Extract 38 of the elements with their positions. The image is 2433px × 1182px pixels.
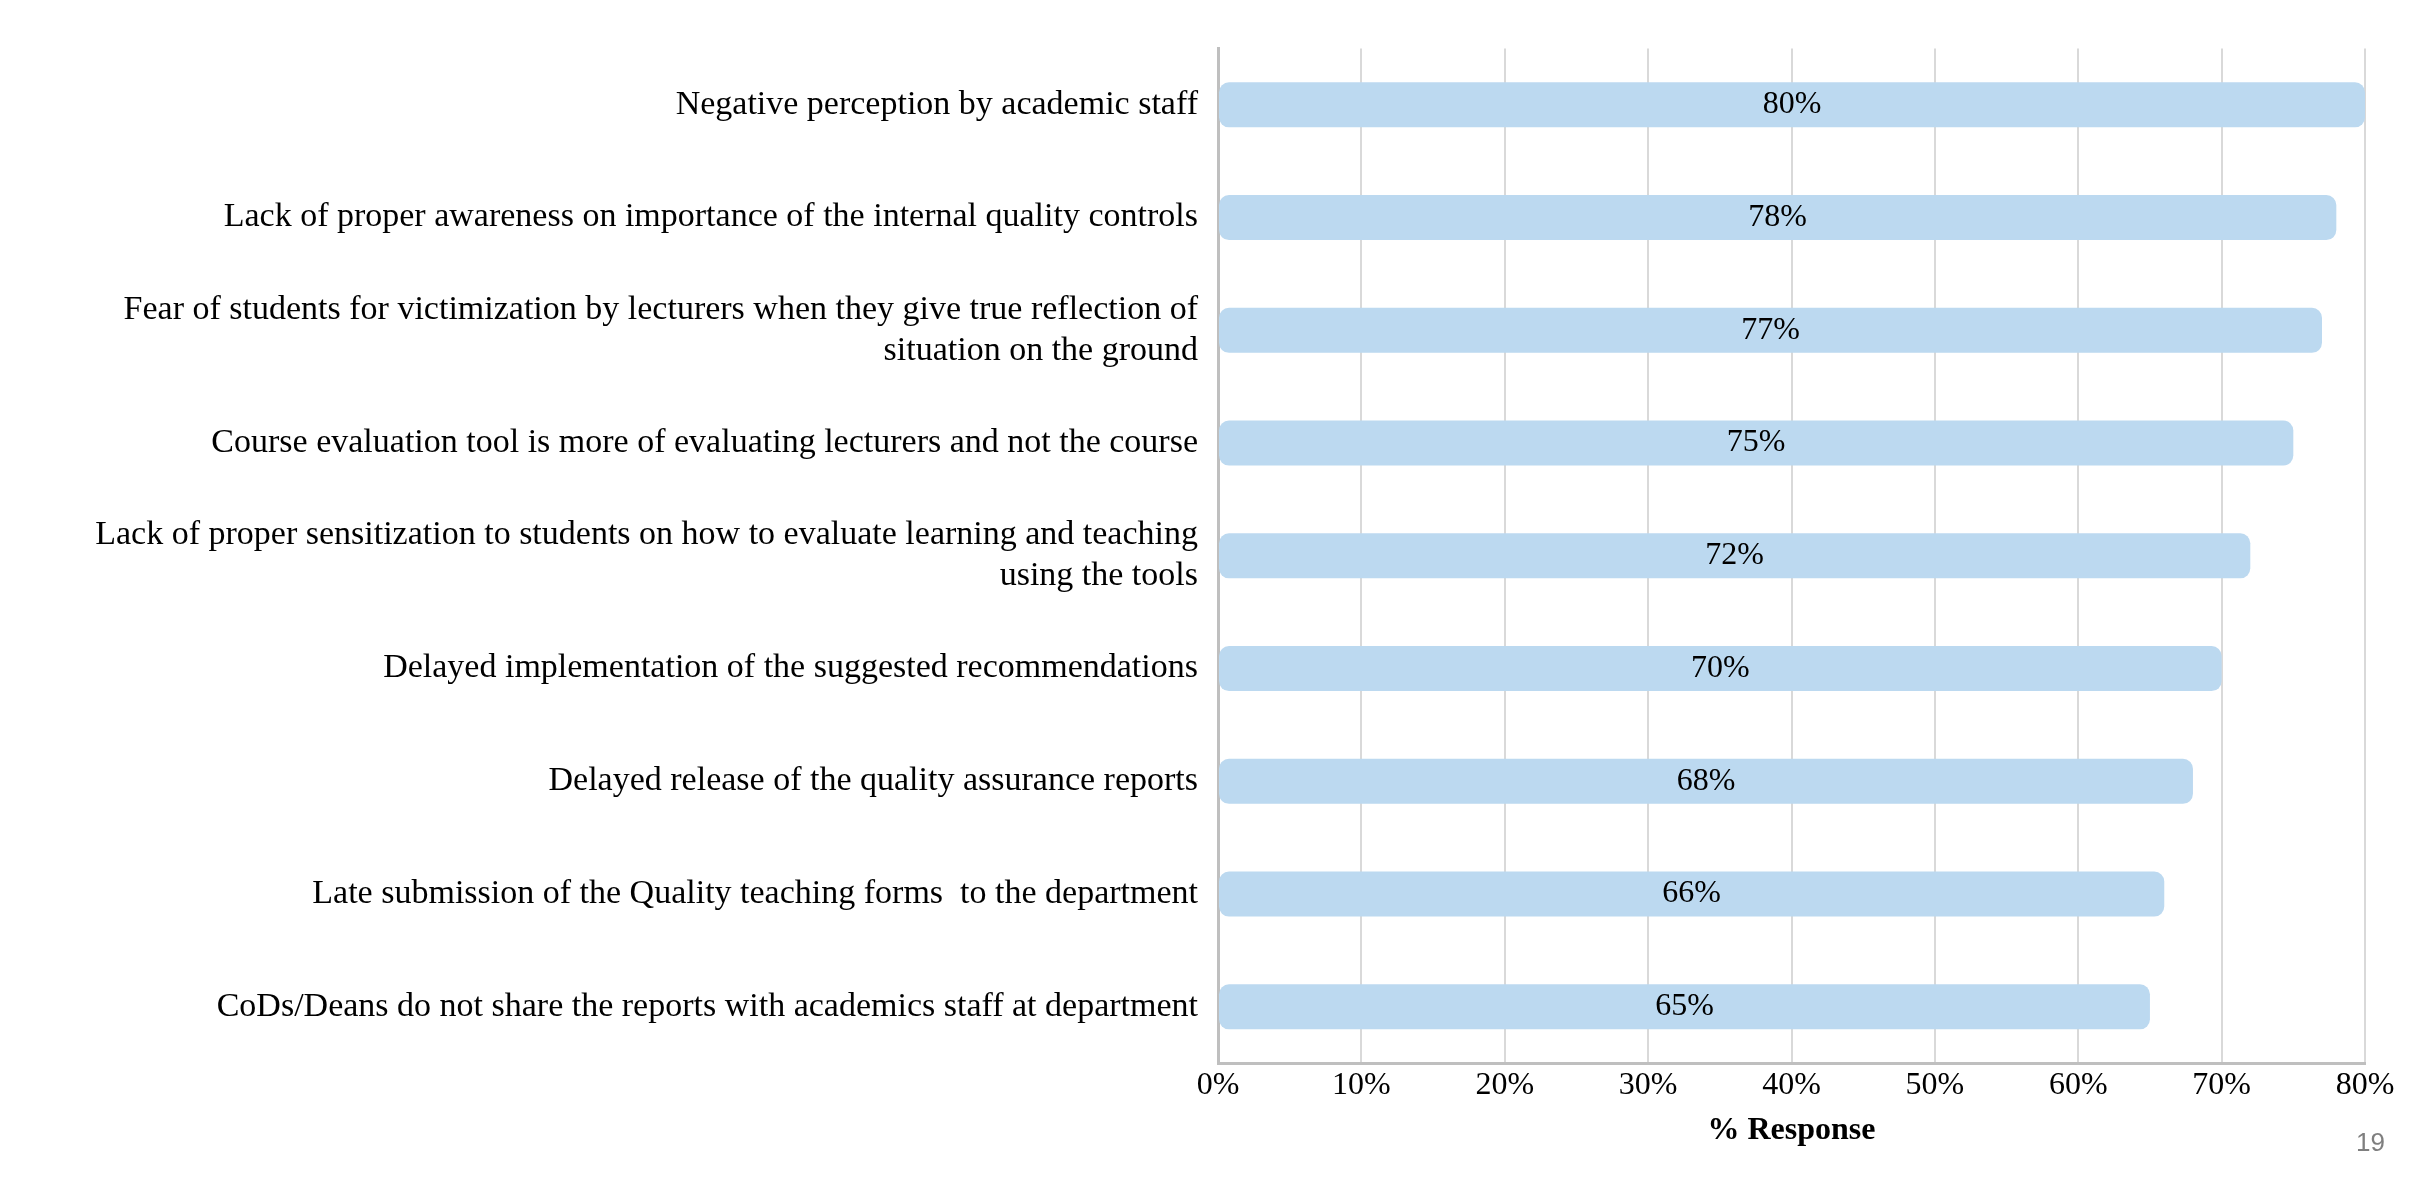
text: 19: [2356, 1127, 2385, 1158]
data-label: 72%: [1705, 535, 1764, 572]
data-label: 75%: [1726, 422, 1786, 459]
bar: [1219, 533, 2251, 579]
bar: [1219, 194, 2337, 241]
y-tick-label: Late submission of the Quality teaching forms to the department: [312, 872, 1199, 910]
x-tick-label: 40%: [1762, 1064, 1821, 1101]
x-tick-label: 0%: [1196, 1064, 1240, 1101]
bar: [1219, 646, 2222, 692]
data-label: 65%: [1655, 986, 1714, 1023]
bar: [1219, 307, 2322, 353]
bar: [1219, 758, 2193, 804]
y-tick-label: Lack of proper awareness on importance of the internal quality controls: [223, 196, 1198, 234]
x-tick-label: 10%: [1332, 1064, 1391, 1101]
x-tick-label: 20%: [1475, 1064, 1535, 1101]
data-label: 78%: [1748, 196, 1807, 233]
y-tick-label: Delayed implementation of the suggested recommendations: [383, 647, 1198, 685]
y-tick-label: CoDs/Deans do not share the reports with academics staff at department: [216, 985, 1199, 1023]
bar: [1219, 82, 2365, 128]
bar: [1219, 420, 2294, 466]
data-label: 70%: [1690, 647, 1750, 684]
data-label: 80%: [1762, 84, 1822, 121]
data-label: 77%: [1741, 309, 1800, 346]
y-tick-label: Course evaluation tool is more of evaluating lecturers and not the course: [211, 421, 1198, 459]
bar: [1219, 871, 2165, 917]
x-tick-label: 60%: [2048, 1064, 2108, 1101]
x-axis-title: % Response: [1707, 1110, 1876, 1147]
data-label: 66%: [1662, 873, 1721, 910]
data-label: 68%: [1676, 760, 1736, 797]
x-tick-label: 30%: [1618, 1064, 1678, 1101]
y-tick-label: Fear of students for victimization by lecturers when they give true reflection of situation on the ground: [123, 288, 1199, 367]
x-tick-label: 80%: [2335, 1064, 2395, 1101]
bar: [1219, 984, 2150, 1030]
y-tick-label: Delayed release of the quality assurance reports: [548, 760, 1198, 798]
y-tick-label: Negative perception by academic staff: [675, 83, 1199, 121]
x-tick-label: 70%: [2192, 1064, 2251, 1101]
x-tick-label: 50%: [1905, 1064, 1965, 1101]
y-tick-label: Lack of proper sensitization to students on how to evaluate learning and teaching using the tools: [95, 514, 1198, 593]
